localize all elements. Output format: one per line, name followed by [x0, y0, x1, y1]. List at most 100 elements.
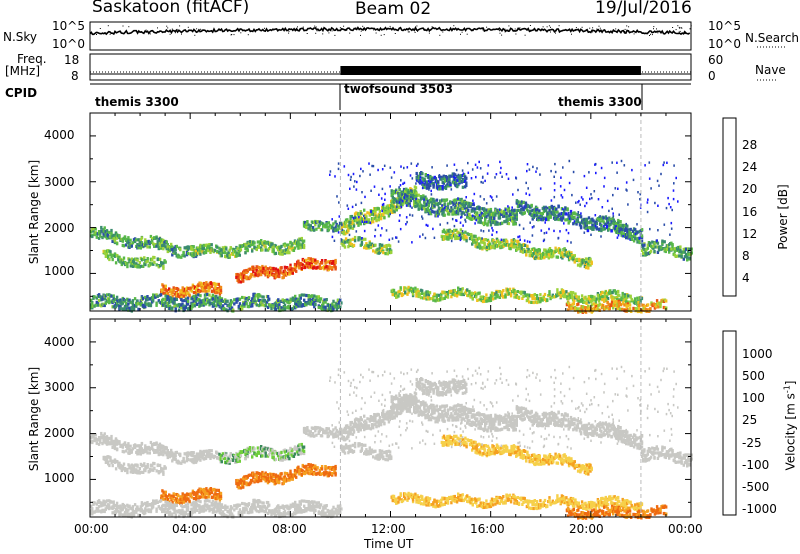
power-cell	[364, 195, 366, 199]
power-cell	[384, 198, 386, 201]
power-cell	[509, 294, 513, 298]
nsearch-dot	[431, 26, 433, 28]
power-cell	[166, 243, 169, 247]
power-cell	[417, 162, 419, 166]
power-cell	[265, 270, 269, 274]
power-cell	[217, 282, 220, 286]
power-cell	[298, 294, 301, 298]
power-cell	[230, 306, 234, 310]
power-cell	[317, 305, 320, 309]
power-cell	[629, 232, 632, 236]
power-cell	[544, 221, 546, 224]
power-cell	[573, 254, 576, 258]
power-cell	[471, 168, 474, 171]
power-cell	[628, 307, 632, 311]
power-cell	[609, 222, 612, 226]
nsearch-dot	[615, 28, 617, 30]
power-cell	[133, 239, 137, 244]
nsearch-dot	[599, 27, 601, 29]
power-cell	[273, 273, 276, 277]
power-cell	[460, 290, 463, 294]
nsearch-dot	[140, 31, 142, 33]
power-cell	[215, 282, 218, 286]
power-cell	[537, 256, 540, 260]
power-cell	[683, 255, 687, 259]
power-cell	[424, 236, 427, 240]
power-cell	[171, 306, 174, 310]
power-cell	[420, 291, 424, 295]
power-cell	[573, 220, 576, 223]
power-cell	[535, 294, 539, 298]
power-cell	[413, 192, 417, 196]
power-cell	[406, 220, 408, 224]
power-cell	[331, 218, 333, 221]
power-cell	[465, 196, 467, 199]
power-cell	[551, 249, 554, 253]
power-cell	[275, 272, 279, 276]
power-cell	[204, 293, 208, 297]
power-cell	[452, 175, 455, 178]
power-cell	[311, 226, 315, 230]
power-cell	[266, 305, 270, 309]
power-cell	[515, 244, 518, 248]
power-cell	[264, 245, 267, 249]
power-cell	[666, 161, 668, 164]
power-cell	[275, 304, 279, 308]
power-cell	[527, 204, 530, 208]
power-cell	[674, 254, 678, 258]
power-cell	[392, 288, 396, 292]
nsearch-dot	[171, 28, 173, 30]
power-cell	[353, 212, 357, 216]
nsearch-dot	[504, 28, 506, 30]
power-cell	[489, 210, 493, 214]
power-cell	[496, 295, 499, 299]
power-cell	[184, 306, 188, 310]
power-cell	[548, 206, 551, 210]
power-cell	[196, 251, 200, 255]
power-cell	[518, 223, 521, 227]
power-cell	[434, 214, 437, 218]
power-cell	[313, 294, 316, 298]
power-cell	[109, 250, 112, 254]
power-cell	[415, 191, 418, 195]
power-cell	[494, 296, 497, 300]
power-cell	[577, 302, 580, 306]
power-cell	[603, 225, 605, 228]
power-cell	[320, 259, 324, 263]
power-cell	[262, 266, 265, 270]
power-cell	[421, 172, 424, 176]
power-cell	[216, 245, 219, 249]
power-cell	[594, 300, 597, 304]
power-cell	[164, 284, 167, 288]
nsearch-label: N.Search	[745, 31, 800, 45]
power-cell	[531, 297, 534, 301]
power-cell	[510, 243, 513, 247]
power-cell	[258, 266, 262, 270]
power-cell	[606, 296, 610, 301]
power-cell	[595, 305, 598, 309]
power-cell	[659, 302, 662, 306]
power-cell	[507, 222, 511, 226]
power-cell	[547, 212, 550, 216]
nsearch-bottom-tick: 10^0	[708, 37, 741, 51]
power-cell	[618, 213, 620, 216]
power-cell	[108, 230, 111, 234]
power-cell	[421, 215, 423, 218]
power-cell	[434, 299, 437, 303]
power-cell	[332, 259, 335, 264]
power-cell	[487, 164, 490, 167]
nsky-line	[89, 25, 691, 36]
power-cell	[122, 244, 126, 248]
power-cell	[514, 222, 517, 226]
power-cell	[506, 290, 509, 294]
power-cell	[204, 248, 208, 252]
power-cell	[603, 185, 605, 188]
power-cell	[181, 299, 184, 303]
power-cell	[365, 242, 368, 246]
nsearch-dot	[428, 31, 430, 32]
power-cell	[399, 200, 402, 205]
power-cell	[553, 175, 555, 178]
power-cell	[228, 248, 231, 252]
power-cell	[278, 274, 281, 278]
power-cell	[364, 213, 367, 217]
